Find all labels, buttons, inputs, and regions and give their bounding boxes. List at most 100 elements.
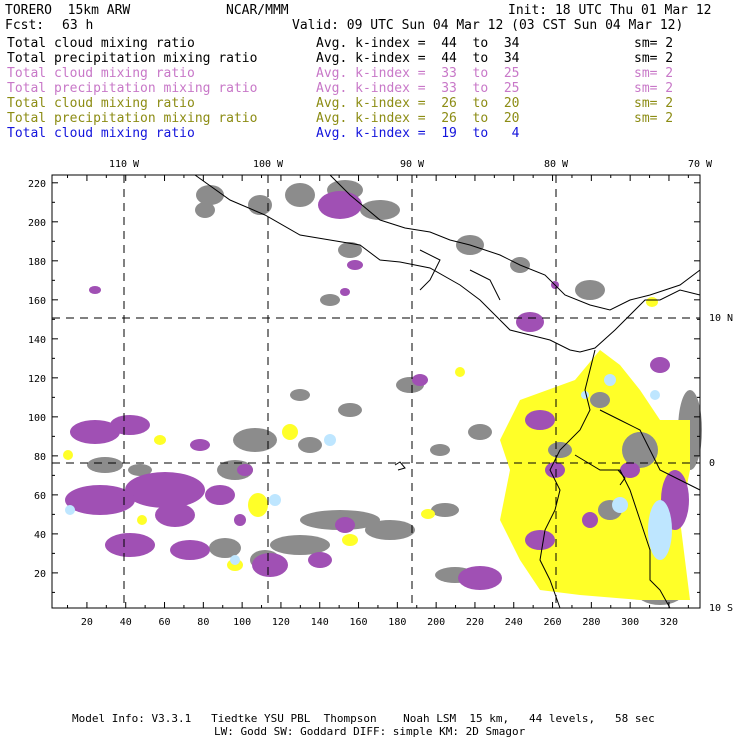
gray-cloud [468, 424, 492, 440]
gray-cloud [298, 437, 322, 453]
purple-cloud [234, 514, 246, 526]
yellow-cloud [137, 515, 147, 525]
purple-cloud [308, 552, 332, 568]
x-tick-label: 280 [582, 617, 600, 628]
cyan-cloud [581, 391, 589, 399]
yellow-cloud [421, 509, 435, 519]
coastline-south-america-west [539, 349, 596, 609]
x-tick-label: 320 [660, 617, 678, 628]
purple-cloud [318, 191, 362, 219]
gray-cloud [233, 428, 277, 452]
legend-smoothing: sm= 2 [634, 81, 674, 96]
legend-field: Total cloud mixing ratio [7, 126, 195, 141]
cyan-cloud [650, 390, 660, 400]
y-tick-label: 100 [28, 413, 46, 424]
gray-cloud [590, 392, 610, 408]
cyan-cloud [612, 497, 628, 513]
forecast-label: Fcst: [5, 18, 45, 33]
model-info: Model Info: V3.3.1 Tiedtke YSU PBL Thomp… [72, 712, 655, 725]
latitude-label: 10 S [709, 603, 733, 614]
purple-cloud [458, 566, 502, 590]
border-guatemala [419, 249, 441, 291]
yellow-cloud [248, 493, 268, 517]
yellow-cloud [455, 367, 465, 377]
x-tick-label: 160 [350, 617, 368, 628]
longitude-label: 90 W [400, 159, 425, 170]
legend-field: Total cloud mixing ratio [7, 36, 195, 51]
latitude-label: 0 [709, 458, 715, 469]
gray-cloud [320, 294, 340, 306]
legend-smoothing: sm= 2 [634, 111, 674, 126]
legend-field: Total precipitation mixing ratio [7, 111, 258, 126]
gray-cloud [285, 183, 315, 207]
purple-cloud [155, 503, 195, 527]
purple-cloud [65, 485, 135, 515]
gray-cloud [209, 538, 241, 558]
longitude-label: 110 W [109, 159, 140, 170]
model-title: TORERO 15km ARW [5, 3, 131, 18]
coastline-caribbean [329, 174, 701, 311]
y-tick-label: 180 [28, 257, 46, 268]
forecast-hours: 63 h [62, 18, 94, 33]
x-tick-label: 260 [544, 617, 562, 628]
physics-info: LW: Godd SW: Goddard DIFF: simple KM: 2D… [214, 725, 526, 738]
gray-cloud [431, 503, 459, 517]
gray-cloud [430, 444, 450, 456]
y-tick-label: 200 [28, 218, 46, 229]
valid-time: Valid: 09 UTC Sun 04 Mar 12 (03 CST Sun … [292, 18, 684, 33]
legend-k-index: Avg. k-index = 33 to 25 [316, 66, 520, 81]
legend-field: Total cloud mixing ratio [7, 96, 195, 111]
x-tick-label: 180 [388, 617, 406, 628]
coastline-pacific-central-america [194, 174, 701, 353]
legend-smoothing: sm= 2 [634, 51, 674, 66]
legend-k-index: Avg. k-index = 19 to 4 [316, 126, 520, 141]
longitude-label: 100 W [253, 159, 284, 170]
legend-field: Total cloud mixing ratio [7, 66, 195, 81]
x-tick-label: 300 [621, 617, 639, 628]
purple-cloud [525, 410, 555, 430]
center-label: NCAR/MMM [226, 3, 289, 18]
purple-cloud [545, 462, 565, 478]
purple-cloud [412, 374, 428, 386]
purple-cloud [190, 439, 210, 451]
x-tick-label: 60 [159, 617, 171, 628]
purple-cloud [252, 553, 288, 577]
purple-cloud [105, 533, 155, 557]
map-frame [51, 174, 701, 609]
y-tick-label: 160 [28, 296, 46, 307]
gray-cloud [360, 200, 400, 220]
purple-cloud [650, 357, 670, 373]
purple-cloud [525, 530, 555, 550]
cyan-cloud [230, 555, 240, 565]
border-peru-brazil [574, 454, 671, 609]
x-tick-label: 220 [466, 617, 484, 628]
purple-cloud [170, 540, 210, 560]
cyan-cloud [269, 494, 281, 506]
coastlines [194, 174, 701, 609]
x-tick-label: 140 [311, 617, 329, 628]
lat-lon-grid [52, 175, 700, 608]
yellow-cloud [154, 435, 166, 445]
yellow-cloud [63, 450, 73, 460]
purple-cloud [582, 512, 598, 528]
cyan-cloud [324, 434, 336, 446]
gray-cloud [365, 520, 415, 540]
gray-cloud [270, 535, 330, 555]
longitude-label: 70 W [688, 159, 713, 170]
purple-cloud [70, 420, 120, 444]
x-tick-label: 120 [272, 617, 290, 628]
gray-cloud [128, 464, 152, 476]
purple-cloud [516, 312, 544, 332]
legend-k-index: Avg. k-index = 44 to 34 [316, 36, 520, 51]
y-tick-label: 60 [34, 491, 46, 502]
purple-cloud [89, 286, 101, 294]
latitude-label: 10 N [709, 313, 733, 324]
gray-cloud [196, 185, 224, 205]
legend-field: Total precipitation mixing ratio [7, 51, 258, 66]
legend-k-index: Avg. k-index = 33 to 25 [316, 81, 520, 96]
gray-cloud [338, 403, 362, 417]
gray-cloud [195, 202, 215, 218]
longitude-label: 80 W [544, 159, 569, 170]
border-honduras [469, 269, 501, 301]
